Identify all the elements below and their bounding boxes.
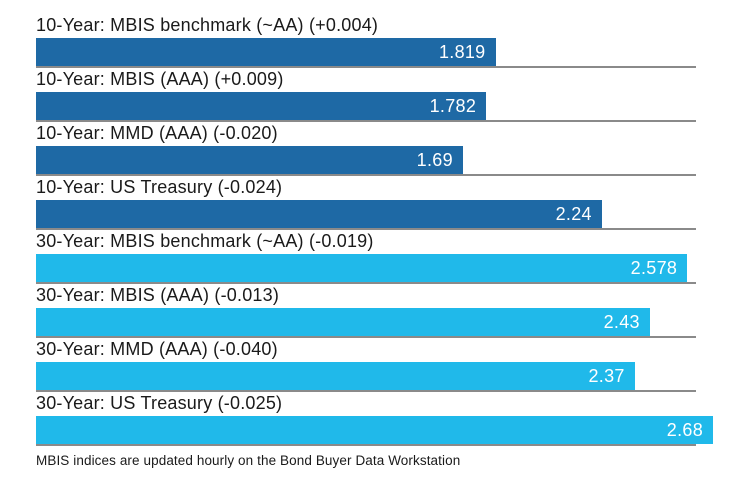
bar-10y-mbis-aaa: 1.782 (36, 92, 487, 120)
chart-row: 30-Year: MMD (AAA) (-0.040) 2.37 (36, 338, 713, 392)
row-baseline (36, 120, 697, 122)
bar-30y-mbis-benchmark: 2.578 (36, 254, 688, 282)
row-baseline (36, 336, 697, 338)
chart-row: 10-Year: MBIS benchmark (~AA) (+0.004) 1… (36, 14, 713, 68)
category-label: 10-Year: US Treasury (-0.024) (36, 177, 283, 197)
bar-10y-mmd-aaa: 1.69 (36, 146, 463, 174)
bar-track: 1.819 (36, 38, 713, 66)
bar-30y-mbis-aaa: 2.43 (36, 308, 650, 336)
bar-track: 1.69 (36, 146, 713, 174)
bar-30y-mmd-aaa: 2.37 (36, 362, 635, 390)
bar-value-label: 2.37 (588, 365, 625, 386)
chart-row: 10-Year: US Treasury (-0.024) 2.24 (36, 176, 713, 230)
bar-value-label: 2.24 (555, 203, 592, 224)
bar-track: 2.37 (36, 362, 713, 390)
category-label: 10-Year: MBIS (AAA) (+0.009) (36, 69, 284, 89)
chart-row: 30-Year: MBIS benchmark (~AA) (-0.019) 2… (36, 230, 713, 284)
bar-track: 2.43 (36, 308, 713, 336)
bar-value-label: 2.578 (630, 257, 678, 278)
bar-30y-us-treasury: 2.68 (36, 416, 713, 444)
chart-row: 30-Year: US Treasury (-0.025) 2.68 (36, 392, 713, 446)
row-baseline (36, 228, 697, 230)
row-baseline (36, 444, 697, 446)
bar-track: 2.68 (36, 416, 713, 444)
bar-track: 1.782 (36, 92, 713, 120)
bar-value-label: 1.819 (438, 41, 486, 62)
chart-row: 30-Year: MBIS (AAA) (-0.013) 2.43 (36, 284, 713, 338)
row-baseline (36, 390, 697, 392)
bar-value-label: 2.68 (666, 419, 703, 440)
row-baseline (36, 66, 697, 68)
category-label: 30-Year: US Treasury (-0.025) (36, 393, 283, 413)
chart-row: 10-Year: MBIS (AAA) (+0.009) 1.782 (36, 68, 713, 122)
bar-chart: 10-Year: MBIS benchmark (~AA) (+0.004) 1… (36, 14, 713, 446)
category-label: 30-Year: MBIS benchmark (~AA) (-0.019) (36, 231, 374, 251)
bar-10y-mbis-benchmark: 1.819 (36, 38, 496, 66)
category-label: 30-Year: MBIS (AAA) (-0.013) (36, 285, 280, 305)
bar-value-label: 1.69 (416, 149, 453, 170)
category-label: 30-Year: MMD (AAA) (-0.040) (36, 339, 278, 359)
row-baseline (36, 174, 697, 176)
chart-footnote: MBIS indices are updated hourly on the B… (36, 453, 461, 468)
row-baseline (36, 282, 697, 284)
bar-track: 2.578 (36, 254, 713, 282)
bar-10y-us-treasury: 2.24 (36, 200, 602, 228)
bar-value-label: 2.43 (603, 311, 640, 332)
category-label: 10-Year: MBIS benchmark (~AA) (+0.004) (36, 15, 379, 35)
bar-value-label: 1.782 (429, 95, 477, 116)
chart-row: 10-Year: MMD (AAA) (-0.020) 1.69 (36, 122, 713, 176)
category-label: 10-Year: MMD (AAA) (-0.020) (36, 123, 278, 143)
bar-track: 2.24 (36, 200, 713, 228)
